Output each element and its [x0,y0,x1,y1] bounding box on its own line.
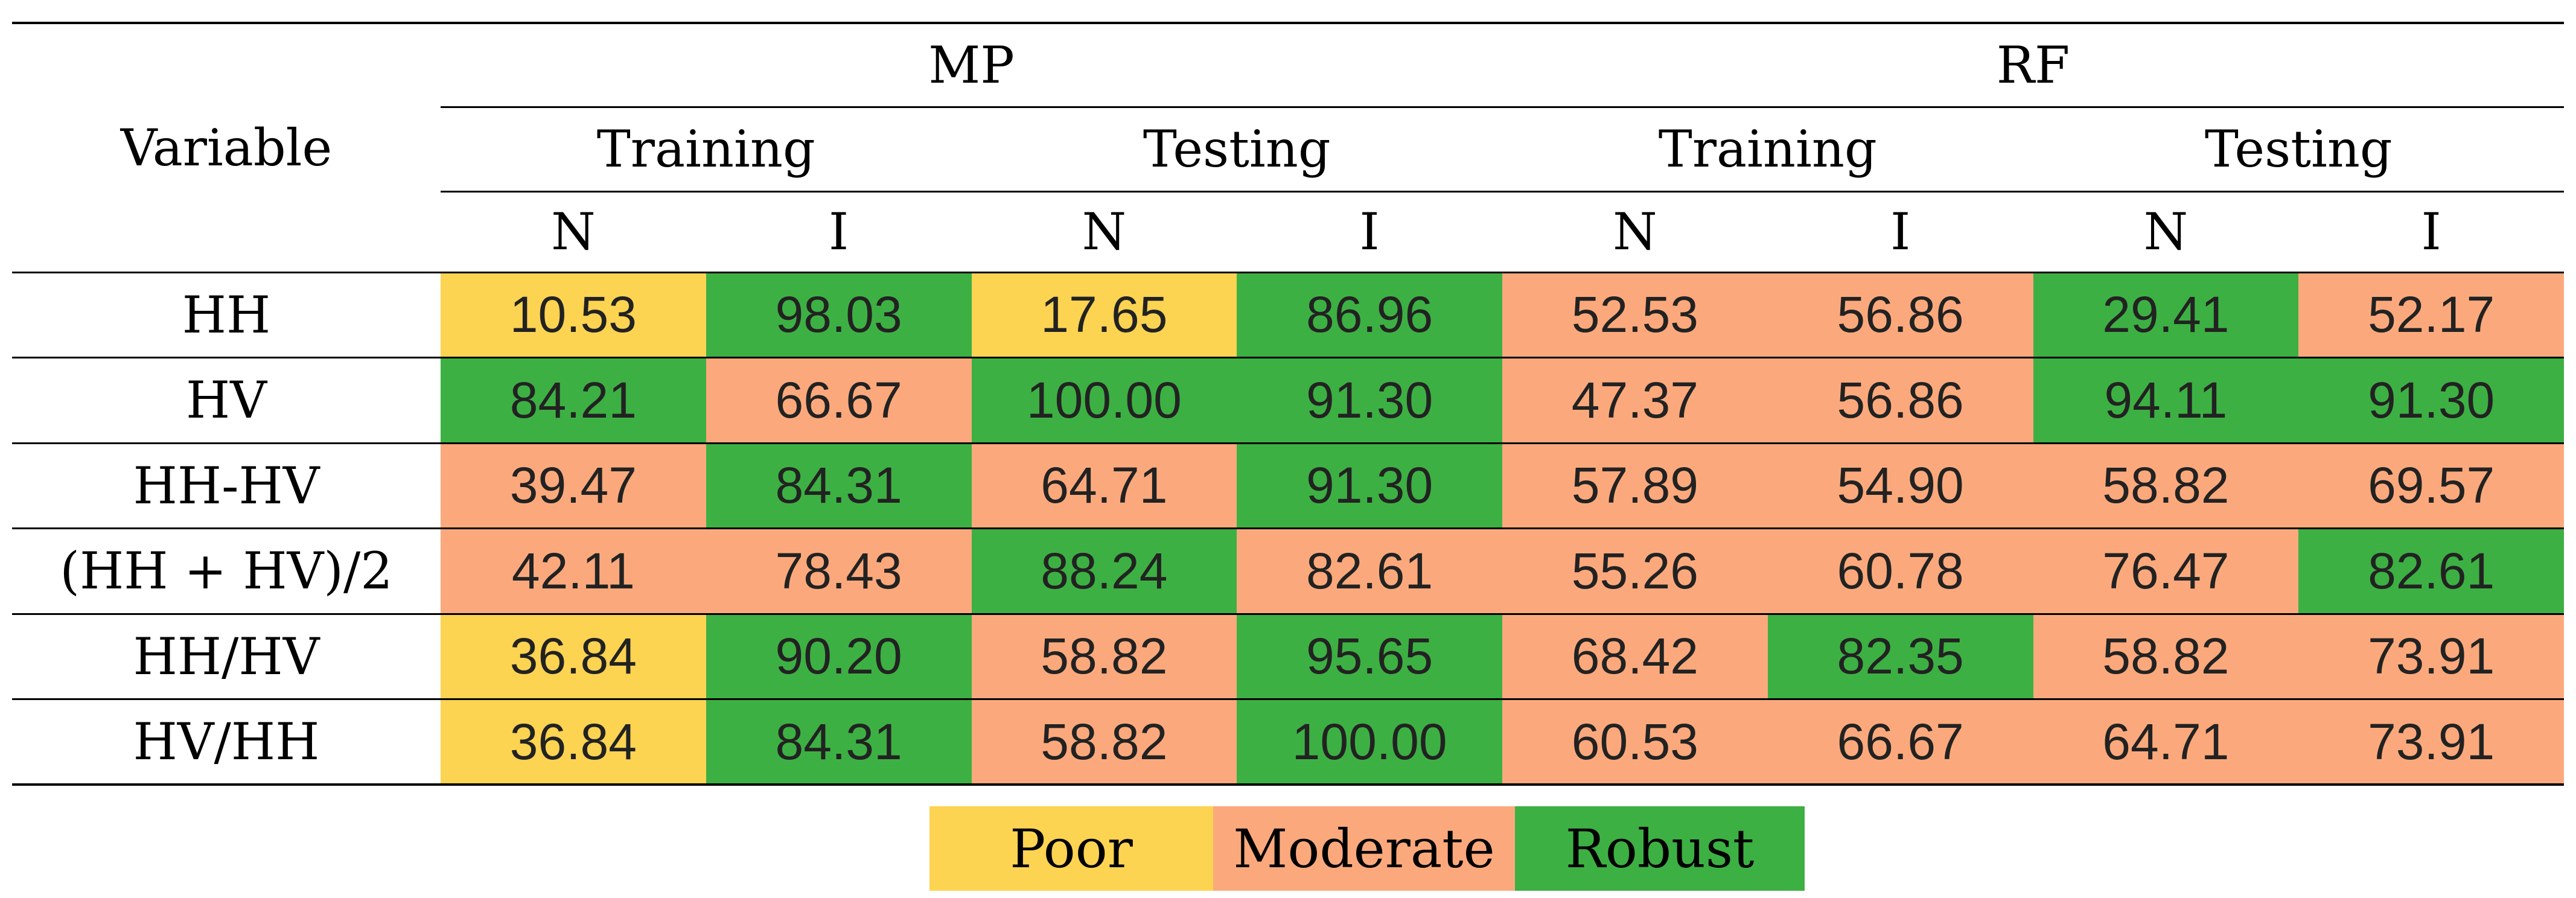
table-cell: 100.00 [971,357,1237,444]
table-cell: 39.47 [441,443,706,529]
subgroup-header-mp-training: Training [441,107,972,193]
row-label: HV/HH [12,699,441,786]
table-cell: 98.03 [706,272,972,358]
table-cell: 69.57 [2298,443,2565,529]
table-cell: 76.47 [2033,528,2299,615]
table-cell: 42.11 [441,528,706,615]
table-cell: 10.53 [441,272,706,358]
column-header: N [1502,191,1768,273]
table-cell: 73.91 [2298,614,2565,700]
table-cell: 94.11 [2033,357,2299,444]
table-row: HH 10.53 98.03 17.65 86.96 52.53 56.86 2… [12,272,2565,358]
table-row: HV 84.21 66.67 100.00 91.30 47.37 56.86 … [12,357,2565,444]
table-cell: 91.30 [1237,443,1503,529]
legend-moderate: Moderate [1213,806,1515,891]
table-cell: 56.86 [1767,272,2033,358]
table-cell: 58.82 [2033,614,2299,700]
row-label: HH/HV [12,614,441,700]
table-cell: 64.71 [2033,699,2299,786]
table-cell: 47.37 [1502,357,1768,444]
table-cell: 60.53 [1502,699,1768,786]
column-header: N [441,191,706,273]
subgroup-header-rf-testing: Testing [2033,107,2565,193]
column-header: I [706,191,972,273]
table-cell: 29.41 [2033,272,2299,358]
table-cell: 56.86 [1767,357,2033,444]
group-header-mp: MP [441,22,1503,108]
table-row: HH/HV 36.84 90.20 58.82 95.65 68.42 82.3… [12,614,2565,700]
legend-robust: Robust [1515,806,1805,891]
table-cell: 86.96 [1237,272,1503,358]
table-row: (HH + HV)/2 42.11 78.43 88.24 82.61 55.2… [12,528,2565,615]
table-cell: 57.89 [1502,443,1768,529]
column-header: N [971,191,1237,273]
row-label: HH-HV [12,443,441,529]
table-cell: 60.78 [1767,528,2033,615]
table-cell: 91.30 [1237,357,1503,444]
table-cell: 54.90 [1767,443,2033,529]
table-cell: 58.82 [971,614,1237,700]
table-cell: 17.65 [971,272,1237,358]
table-row: HH-HV 39.47 84.31 64.71 91.30 57.89 54.9… [12,443,2565,529]
column-header: I [2298,191,2565,273]
group-header-rf: RF [1502,22,2565,108]
table-cell: 82.61 [2298,528,2565,615]
table-cell: 88.24 [971,528,1237,615]
table-cell: 84.31 [706,443,972,529]
table-body: HH 10.53 98.03 17.65 86.96 52.53 56.86 2… [12,272,2565,786]
table-cell: 52.53 [1502,272,1768,358]
results-table: Variable MP RF Training Testing Training… [12,22,2565,786]
legend-poor: Poor [929,806,1213,891]
column-header: I [1237,191,1503,273]
subgroup-header-mp-testing: Testing [971,107,1503,193]
variable-header: Variable [12,22,441,273]
table-cell: 82.35 [1767,614,2033,700]
row-label: (HH + HV)/2 [12,528,441,615]
table-cell: 100.00 [1237,699,1503,786]
table-cell: 91.30 [2298,357,2565,444]
table-cell: 58.82 [2033,443,2299,529]
table-cell: 58.82 [971,699,1237,786]
table-cell: 66.67 [706,357,972,444]
row-label: HH [12,272,441,358]
table-cell: 68.42 [1502,614,1768,700]
table-cell: 55.26 [1502,528,1768,615]
legend: Poor Moderate Robust [929,806,1805,891]
table-cell: 78.43 [706,528,972,615]
subgroup-header-rf-training: Training [1502,107,2033,193]
row-label: HV [12,357,441,444]
table-cell: 66.67 [1767,699,2033,786]
table-cell: 36.84 [441,614,706,700]
table-cell: 84.31 [706,699,972,786]
table-cell: 90.20 [706,614,972,700]
table-cell: 52.17 [2298,272,2565,358]
column-header: N [2033,191,2299,273]
table-cell: 36.84 [441,699,706,786]
table-cell: 84.21 [441,357,706,444]
results-table-container: Variable MP RF Training Testing Training… [12,22,2565,786]
table-cell: 64.71 [971,443,1237,529]
table-cell: 73.91 [2298,699,2565,786]
table-row: HV/HH 36.84 84.31 58.82 100.00 60.53 66.… [12,699,2565,786]
table-cell: 82.61 [1237,528,1503,615]
table-cell: 95.65 [1237,614,1503,700]
column-header: I [1767,191,2033,273]
